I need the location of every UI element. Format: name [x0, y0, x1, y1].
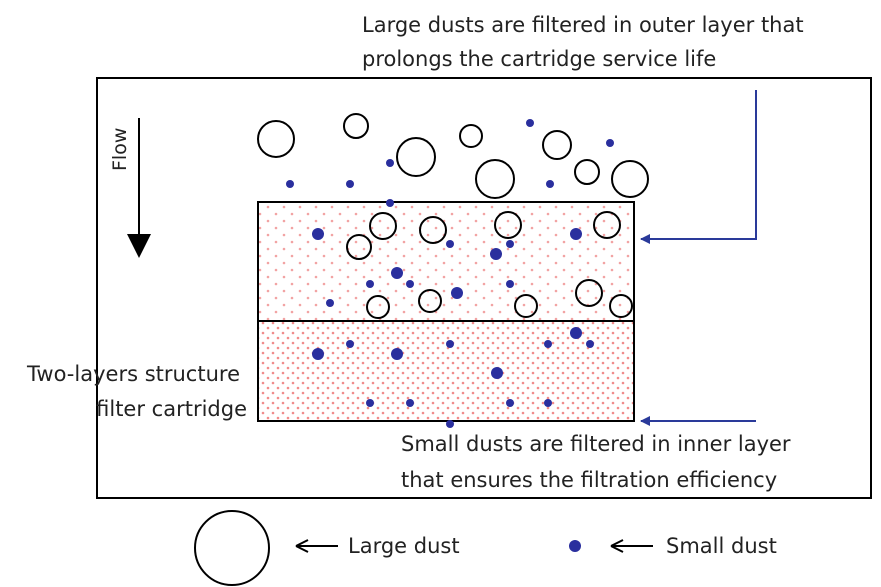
inner-filter-layer — [257, 320, 635, 422]
small-dust-particle — [570, 228, 582, 240]
legend: Large dust Small dust — [194, 510, 777, 586]
large-dust-particle — [459, 124, 483, 148]
small-dust-particle — [366, 399, 374, 407]
large-dust-particle — [609, 294, 633, 318]
flow-arrow-icon — [127, 118, 151, 258]
small-dust-particle — [570, 327, 582, 339]
large-dust-particle — [575, 279, 603, 307]
small-dust-particle — [366, 280, 374, 288]
structure-label-line1: Two-layers structure — [26, 362, 240, 386]
small-dust-particle — [312, 348, 324, 360]
legend-large-dust-label: Large dust — [348, 534, 460, 558]
small-dust-particle — [406, 280, 414, 288]
large-dust-particle — [475, 159, 515, 199]
small-dust-particle — [506, 399, 514, 407]
outer-filter-layer — [257, 201, 635, 322]
large-dust-particle — [542, 130, 572, 160]
large-dust-particle — [593, 211, 621, 239]
small-dust-particle — [451, 287, 463, 299]
outer-frame — [96, 77, 872, 499]
large-dust-particle — [346, 234, 372, 260]
large-dust-particle — [574, 159, 600, 185]
legend-arrow-icon — [610, 539, 653, 553]
small-dust-particle — [286, 180, 294, 188]
small-dust-particle — [506, 240, 514, 248]
small-dust-particle — [386, 199, 394, 207]
small-dust-particle — [491, 367, 503, 379]
small-dust-particle — [406, 399, 414, 407]
large-dust-particle — [494, 211, 522, 239]
inner-layer-annotation-line2: that ensures the filtration efficiency — [401, 468, 777, 492]
small-dust-particle — [544, 399, 552, 407]
large-dust-particle — [343, 113, 369, 139]
small-dust-particles — [286, 119, 614, 428]
small-dust-particle — [346, 340, 354, 348]
structure-label-line2: filter cartridge — [96, 397, 247, 421]
large-dust-particle — [418, 289, 442, 313]
inner-layer-annotation-line1: Small dusts are filtered in inner layer — [401, 432, 791, 456]
outer-layer-annotation-line2: prolongs the cartridge service life — [362, 47, 716, 71]
flow-label: Flow — [109, 128, 131, 171]
large-dust-particle — [419, 216, 447, 244]
small-dust-particle — [346, 180, 354, 188]
small-dust-particle — [546, 180, 554, 188]
small-dust-particle — [391, 267, 403, 279]
legend-small-dust-icon — [569, 540, 581, 552]
large-dust-particle — [369, 212, 397, 240]
legend-small-dust-label: Small dust — [666, 534, 777, 558]
large-dust-particle — [257, 120, 295, 158]
legend-large-dust-icon — [194, 510, 270, 586]
small-dust-particle — [312, 228, 324, 240]
large-dust-particle — [396, 137, 436, 177]
small-dust-particle — [490, 248, 502, 260]
small-dust-particle — [391, 348, 403, 360]
small-dust-particle — [446, 340, 454, 348]
small-dust-particle — [446, 240, 454, 248]
small-dust-particle — [606, 139, 614, 147]
small-dust-particle — [586, 340, 594, 348]
large-dust-particle — [366, 295, 390, 319]
large-dust-particle — [611, 160, 649, 198]
outer-layer-annotation-line1: Large dusts are filtered in outer layer … — [362, 13, 804, 37]
large-dust-particles — [257, 113, 649, 319]
outer-layer-pointer — [640, 90, 757, 244]
legend-arrow-icon — [295, 539, 338, 553]
small-dust-particle — [446, 420, 454, 428]
large-dust-particle — [514, 294, 538, 318]
small-dust-particle — [386, 159, 394, 167]
small-dust-particle — [506, 280, 514, 288]
small-dust-particle — [326, 299, 334, 307]
small-dust-particle — [526, 119, 534, 127]
small-dust-particle — [544, 340, 552, 348]
